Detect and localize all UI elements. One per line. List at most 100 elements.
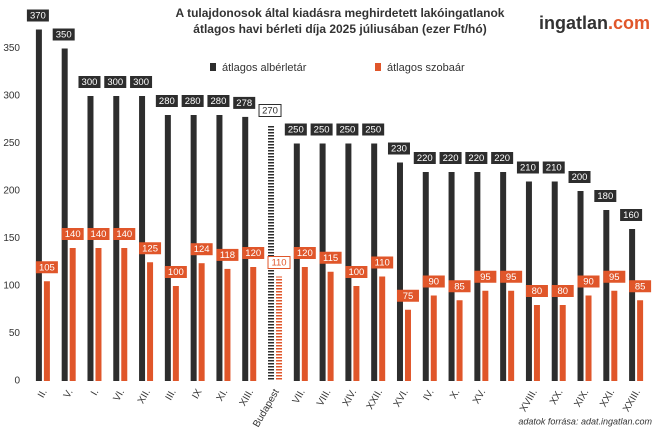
bar bbox=[611, 290, 618, 381]
bar bbox=[637, 300, 644, 381]
bar bbox=[216, 115, 223, 381]
bar bbox=[525, 181, 532, 381]
bar bbox=[164, 115, 171, 381]
value-label-box bbox=[474, 270, 497, 283]
value-label: 110 bbox=[271, 258, 286, 269]
value-label: 278 bbox=[236, 98, 252, 109]
value-label: 140 bbox=[116, 229, 132, 240]
bar bbox=[276, 276, 283, 381]
bar bbox=[508, 290, 515, 381]
value-label: 280 bbox=[185, 96, 201, 107]
bar bbox=[35, 29, 42, 381]
bar bbox=[250, 267, 257, 381]
bar bbox=[301, 267, 308, 381]
x-tick-label: XII. bbox=[136, 387, 153, 406]
value-label-box bbox=[568, 171, 591, 183]
bar bbox=[396, 162, 403, 381]
value-label: 90 bbox=[583, 277, 594, 288]
value-label-box bbox=[448, 280, 471, 293]
y-tick-label: 300 bbox=[3, 91, 20, 102]
value-label-box bbox=[164, 266, 187, 278]
bar bbox=[172, 286, 179, 381]
value-label-box bbox=[113, 228, 136, 240]
value-label-box bbox=[61, 228, 84, 240]
value-label: 160 bbox=[623, 210, 639, 221]
bar bbox=[448, 172, 455, 381]
value-label-box bbox=[87, 228, 110, 240]
x-tick-label: I. bbox=[89, 387, 101, 397]
x-tick-label: XXII. bbox=[365, 387, 385, 411]
value-label-box bbox=[577, 275, 600, 288]
chart-title: átlagos havi bérleti díja 2025 júliusába… bbox=[193, 22, 486, 36]
y-tick-label: 0 bbox=[14, 376, 20, 387]
y-tick-label: 100 bbox=[3, 281, 20, 292]
bar bbox=[533, 305, 540, 381]
y-tick-label: 250 bbox=[3, 138, 20, 149]
bar bbox=[268, 124, 275, 381]
value-label-box bbox=[439, 152, 462, 164]
value-label-box bbox=[345, 266, 368, 278]
x-tick-label: Budapest bbox=[251, 387, 282, 429]
value-label-box bbox=[396, 289, 419, 302]
value-label-box bbox=[629, 280, 652, 293]
x-tick-label: XV. bbox=[471, 387, 488, 406]
x-tick-label: XI. bbox=[215, 387, 231, 403]
value-label: 100 bbox=[348, 267, 364, 278]
value-label-box bbox=[336, 123, 359, 136]
value-label-box bbox=[525, 285, 548, 297]
bar bbox=[559, 305, 566, 381]
bar bbox=[603, 210, 610, 381]
value-label: 90 bbox=[428, 277, 439, 288]
value-label-box bbox=[242, 247, 265, 259]
value-label: 95 bbox=[506, 272, 517, 283]
source: adatok forrása: adat.ingatlan.com bbox=[518, 416, 652, 426]
brand-name: ingatlan bbox=[539, 13, 608, 33]
value-label: 100 bbox=[168, 267, 184, 278]
bar bbox=[353, 286, 360, 381]
bar bbox=[456, 300, 463, 381]
bar bbox=[379, 276, 386, 381]
value-label-box bbox=[594, 190, 617, 202]
value-label: 230 bbox=[391, 144, 407, 155]
value-label: 200 bbox=[572, 172, 588, 183]
bar bbox=[69, 248, 76, 381]
bar bbox=[345, 143, 352, 381]
value-label-box bbox=[139, 242, 162, 255]
value-label-box bbox=[491, 152, 514, 164]
y-tick-label: 350 bbox=[3, 43, 20, 54]
value-label-box bbox=[293, 247, 316, 259]
value-label-box bbox=[413, 152, 436, 164]
legend-swatch bbox=[210, 63, 216, 71]
value-label: 85 bbox=[454, 281, 465, 292]
x-tick-label: XIII. bbox=[238, 387, 256, 408]
value-label: 220 bbox=[494, 153, 510, 164]
value-label: 120 bbox=[245, 248, 261, 259]
value-label-box bbox=[258, 104, 282, 117]
x-tick-label: III. bbox=[164, 387, 179, 402]
y-tick-label: 150 bbox=[3, 233, 20, 244]
value-label: 300 bbox=[107, 77, 123, 88]
value-label-box bbox=[216, 248, 239, 261]
value-label-box bbox=[603, 270, 626, 283]
value-label: 300 bbox=[82, 77, 98, 88]
x-tick-label: XXIII. bbox=[621, 387, 643, 414]
bar bbox=[198, 263, 205, 381]
value-label: 250 bbox=[288, 125, 304, 136]
value-label-box bbox=[130, 76, 153, 88]
value-label-box bbox=[500, 270, 523, 283]
bar bbox=[61, 48, 68, 381]
value-label: 280 bbox=[159, 96, 175, 107]
bar bbox=[139, 96, 146, 381]
bar bbox=[551, 181, 558, 381]
value-label: 250 bbox=[339, 125, 355, 136]
bar bbox=[629, 229, 636, 381]
value-label-box bbox=[551, 285, 574, 297]
legend-label: átlagos albérletár bbox=[222, 62, 307, 74]
bar bbox=[430, 295, 437, 381]
value-label-box bbox=[207, 95, 230, 107]
value-label: 270 bbox=[262, 106, 278, 117]
value-label: 210 bbox=[520, 163, 536, 174]
bar bbox=[327, 271, 334, 381]
chart-title: A tulajdonosok által kiadásra meghirdete… bbox=[176, 6, 505, 20]
